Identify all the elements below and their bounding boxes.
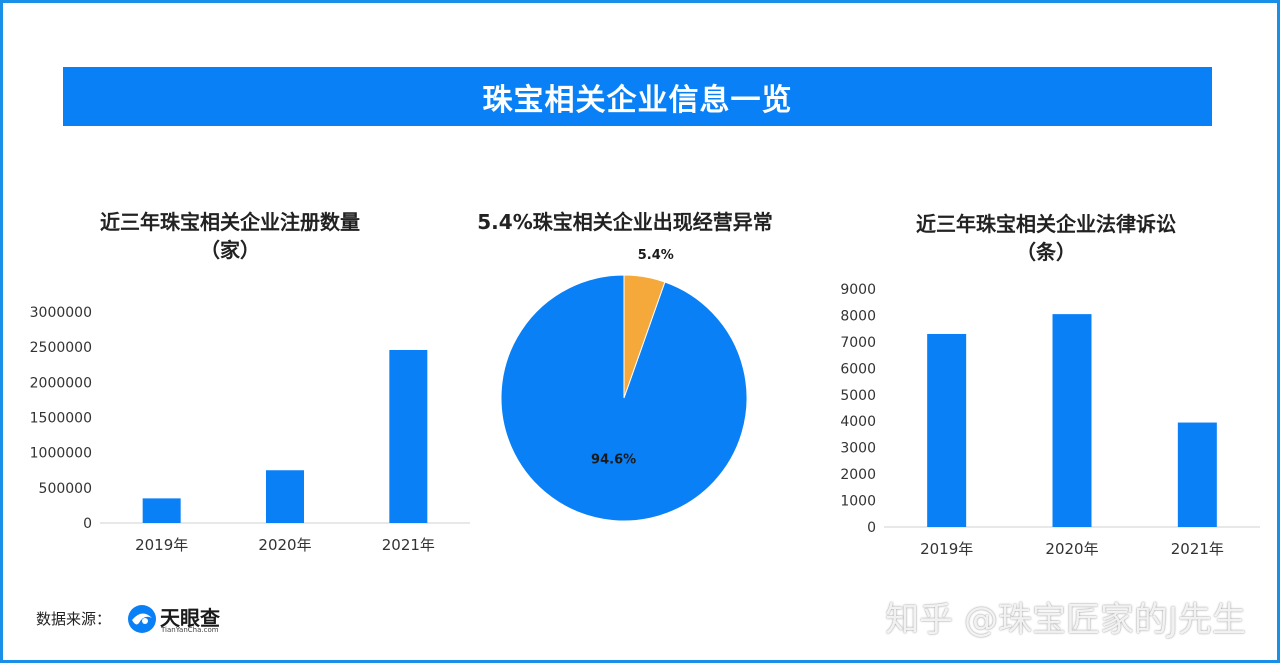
registrations-bar — [389, 349, 428, 523]
registrations-y-tick-label: 2500000 — [30, 340, 92, 356]
lawsuits-y-tick-label: 8000 — [840, 308, 876, 324]
registrations-y-tick-label: 2000000 — [30, 375, 92, 391]
pie-slice — [500, 274, 748, 522]
lawsuits-y-tick-label: 2000 — [840, 467, 876, 483]
registrations-y-tick-label: 1000000 — [30, 446, 92, 462]
registrations-y-tick-label: 3000000 — [30, 305, 92, 321]
lawsuits-title-line2: （条） — [1016, 240, 1076, 264]
logo-subtext: TianYanCha.com — [161, 626, 219, 634]
registrations-x-tick-label: 2020年 — [258, 536, 311, 554]
registrations-title-line1: 近三年珠宝相关企业注册数量 — [100, 210, 360, 234]
pie-slice-label: 94.6% — [591, 453, 636, 468]
registrations-x-tick-label: 2021年 — [382, 536, 435, 554]
registrations-bar-chart: 0 500000 1000000 1500000 2000000 2500000 30000… — [30, 305, 470, 554]
lawsuits-y-tick-label: 1000 — [840, 494, 876, 510]
header-banner: 珠宝相关企业信息一览 — [63, 67, 1212, 126]
lawsuits-bar — [927, 333, 967, 527]
registrations-y-tick-label: 1500000 — [30, 411, 92, 427]
lawsuits-bar-chart: 0 1000 2000 3000 4000 5000 6000 7000 8000 9000 201… — [840, 282, 1260, 558]
lawsuits-y-tick-label: 4000 — [840, 414, 876, 430]
tianyancha-logo-icon — [128, 605, 156, 633]
registrations-y-tick-label: 500000 — [39, 481, 92, 497]
lawsuits-x-tick-label: 2020年 — [1045, 540, 1098, 558]
registrations-bar — [266, 470, 304, 523]
lawsuits-y-tick-label: 0 — [867, 520, 876, 536]
lawsuits-y-tick-label: 7000 — [840, 335, 876, 351]
registrations-x-tick-label: 2019年 — [135, 536, 188, 554]
abnormal-title: 5.4%珠宝相关企业出现经营异常 — [477, 210, 773, 234]
source-label: 数据来源： — [36, 610, 112, 628]
registrations-bar — [142, 498, 181, 523]
abnormal-chart-title: 5.4%珠宝相关企业出现经营异常 — [440, 208, 810, 236]
lawsuits-y-tick-label: 5000 — [840, 388, 876, 404]
tianyancha-logo: 天眼查 TianYanCha.com — [126, 602, 236, 636]
abnormal-pie-chart: 5.4% 94.6% — [500, 248, 748, 522]
lawsuits-bar — [1052, 314, 1092, 527]
registrations-chart-title: 近三年珠宝相关企业注册数量 （家） — [60, 208, 400, 264]
logo-name: 天眼查 — [160, 606, 220, 630]
page-title: 珠宝相关企业信息一览 — [482, 82, 793, 118]
pie-slice-label: 5.4% — [638, 248, 674, 263]
lawsuits-x-tick-label: 2019年 — [920, 540, 973, 558]
lawsuits-y-tick-label: 3000 — [840, 441, 876, 457]
lawsuits-chart-title: 近三年珠宝相关企业法律诉讼 （条） — [876, 210, 1216, 266]
registrations-title-line2: （家） — [200, 238, 260, 262]
lawsuits-bar — [1177, 422, 1217, 527]
lawsuits-x-tick-label: 2021年 — [1171, 540, 1224, 558]
watermark: 知乎 @珠宝匠家的J先生 — [885, 600, 1246, 640]
lawsuits-y-tick-label: 9000 — [840, 282, 876, 298]
lawsuits-y-tick-label: 6000 — [840, 361, 876, 377]
registrations-y-tick-label: 0 — [83, 516, 92, 532]
lawsuits-title-line1: 近三年珠宝相关企业法律诉讼 — [916, 212, 1176, 236]
